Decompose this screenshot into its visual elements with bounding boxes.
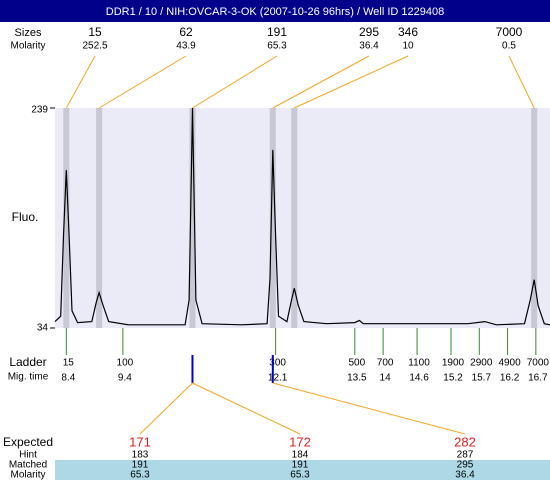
ladder-size: 300 bbox=[269, 358, 286, 369]
peak-band bbox=[269, 108, 276, 328]
header-title: DDR1 / 10 / NIH:OVCAR-3-OK (2007-10-26 9… bbox=[106, 6, 445, 18]
peak-band bbox=[189, 108, 196, 328]
peak-size: 7000 bbox=[496, 25, 523, 39]
row-label: Hint bbox=[19, 450, 37, 461]
matched: 191 bbox=[292, 460, 309, 471]
ladder-size: 4900 bbox=[498, 358, 521, 369]
matched-molarity: 65.3 bbox=[130, 470, 150, 480]
ladder-size: 1900 bbox=[442, 358, 465, 369]
peak-molarity: 36.4 bbox=[359, 41, 379, 52]
peak-size: 295 bbox=[359, 25, 379, 39]
header-bar bbox=[0, 0, 550, 22]
matched: 295 bbox=[457, 460, 474, 471]
peak-molarity: 252.5 bbox=[82, 41, 107, 52]
ladder-size: 700 bbox=[377, 358, 394, 369]
ladder-time: 14.6 bbox=[409, 373, 429, 384]
row-label: Molarity bbox=[10, 41, 45, 52]
peak-size: 62 bbox=[179, 25, 193, 39]
peak-molarity: 65.3 bbox=[267, 41, 287, 52]
hint: 183 bbox=[132, 450, 149, 461]
ladder-time: 16.2 bbox=[500, 373, 520, 384]
peak-size: 191 bbox=[267, 25, 287, 39]
peak-band bbox=[96, 108, 103, 328]
y-tick-label: 239 bbox=[31, 105, 48, 116]
match-connector bbox=[192, 382, 301, 435]
peak-connector bbox=[65, 55, 96, 109]
peak-connector bbox=[98, 55, 187, 109]
row-label: Matched bbox=[9, 460, 47, 471]
hint: 184 bbox=[292, 450, 309, 461]
peak-connector bbox=[192, 55, 278, 109]
ladder-time: 12.1 bbox=[268, 373, 288, 384]
trace bbox=[54, 107, 550, 326]
match-connector bbox=[272, 382, 466, 435]
peak-size: 15 bbox=[88, 25, 102, 39]
matched: 191 bbox=[132, 460, 149, 471]
match-connector bbox=[139, 382, 193, 435]
row-label: Ladder bbox=[9, 355, 46, 369]
ladder-size: 7000 bbox=[527, 358, 550, 369]
ladder-size: 500 bbox=[348, 358, 365, 369]
peak-band bbox=[531, 108, 538, 328]
ladder-time: 15.2 bbox=[443, 373, 463, 384]
expected-size: 172 bbox=[289, 434, 311, 449]
peak-size: 346 bbox=[398, 25, 418, 39]
peak-connector bbox=[294, 55, 409, 109]
y-axis-label: Fluo. bbox=[12, 210, 39, 224]
ladder-time: 9.4 bbox=[118, 373, 132, 384]
expected-size: 171 bbox=[129, 434, 151, 449]
hint: 287 bbox=[457, 450, 474, 461]
peak-connector bbox=[508, 55, 535, 109]
row-label: Mig. time bbox=[8, 372, 49, 383]
row-label: Molarity bbox=[10, 470, 45, 480]
plot-area bbox=[55, 108, 550, 328]
matched-molarity: 65.3 bbox=[290, 470, 310, 480]
row-label: Expected bbox=[3, 435, 53, 449]
ladder-time: 14 bbox=[380, 373, 392, 384]
peak-band bbox=[63, 108, 70, 328]
ladder-size: 2900 bbox=[470, 358, 493, 369]
peak-molarity: 10 bbox=[402, 41, 414, 52]
row-label: Sizes bbox=[15, 27, 42, 39]
ladder-size: 1100 bbox=[408, 358, 430, 369]
peak-molarity: 43.9 bbox=[176, 41, 196, 52]
matched-molarity: 36.4 bbox=[455, 470, 475, 480]
ladder-size: 100 bbox=[117, 358, 134, 369]
peak-band bbox=[291, 108, 298, 328]
matched-band bbox=[55, 460, 550, 480]
ladder-time: 13.5 bbox=[347, 373, 367, 384]
expected-size: 282 bbox=[454, 434, 476, 449]
ladder-size: 15 bbox=[63, 358, 75, 369]
y-tick-label: 34 bbox=[37, 323, 49, 334]
ladder-time: 8.4 bbox=[61, 373, 75, 384]
ladder-time: 16.7 bbox=[528, 373, 548, 384]
peak-connector bbox=[272, 55, 370, 109]
ladder-time: 15.7 bbox=[472, 373, 492, 384]
peak-molarity: 0.5 bbox=[502, 41, 516, 52]
